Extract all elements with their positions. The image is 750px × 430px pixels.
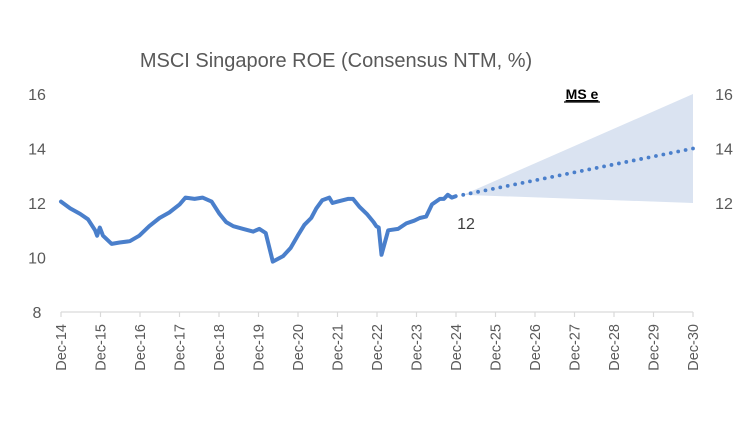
y-tick-right-label: 12 bbox=[715, 196, 733, 213]
annotation-last-value: 12 bbox=[457, 216, 475, 233]
x-tick-label: Dec-19 bbox=[252, 324, 268, 371]
forecast-dot bbox=[587, 167, 592, 172]
forecast-band bbox=[463, 94, 693, 203]
y-tick-left-label: 10 bbox=[28, 251, 46, 268]
y-tick-right-label: 14 bbox=[715, 142, 733, 159]
forecast-dot bbox=[676, 149, 681, 154]
forecast-dot bbox=[520, 180, 525, 185]
forecast-dot bbox=[572, 170, 577, 175]
x-tick-label: Dec-16 bbox=[133, 324, 149, 371]
y-axis-left: 8 10 12 14 16 bbox=[28, 87, 46, 322]
forecast-dot bbox=[542, 176, 547, 181]
x-tick-label: Dec-28 bbox=[607, 324, 623, 371]
forecast-dot bbox=[476, 189, 480, 194]
forecast-dot bbox=[661, 152, 666, 157]
forecast-dot bbox=[691, 146, 695, 151]
x-tick-label: Dec-30 bbox=[686, 324, 702, 371]
x-tick-label: Dec-14 bbox=[54, 324, 70, 371]
x-tick-label: Dec-20 bbox=[291, 324, 307, 371]
forecast-dot bbox=[631, 158, 636, 163]
forecast-dot bbox=[505, 183, 510, 188]
x-tick-label: Dec-25 bbox=[489, 324, 505, 371]
forecast-dot bbox=[498, 185, 503, 190]
forecast-dot bbox=[602, 164, 606, 169]
forecast-dot bbox=[668, 151, 673, 155]
forecast-dot bbox=[616, 161, 621, 166]
x-tick-label: Dec-26 bbox=[528, 324, 544, 371]
forecast-dot bbox=[535, 177, 540, 182]
forecast-dot bbox=[513, 182, 518, 187]
forecast-dot bbox=[646, 155, 651, 160]
forecast-dot bbox=[579, 169, 584, 173]
x-tick-label: Dec-29 bbox=[647, 324, 663, 371]
y-axis-right: 12 14 16 bbox=[715, 87, 733, 213]
forecast-dot bbox=[609, 163, 614, 167]
series-actual-line bbox=[59, 192, 458, 264]
x-tick-label: Dec-21 bbox=[331, 324, 347, 371]
forecast-dot bbox=[624, 160, 629, 164]
x-tick-label: Dec-18 bbox=[212, 324, 228, 371]
series-forecast-line bbox=[461, 146, 695, 197]
x-tick-label: Dec-23 bbox=[410, 324, 426, 371]
forecast-dot bbox=[565, 172, 569, 176]
forecast-dot bbox=[468, 191, 473, 196]
x-tick-label: Dec-22 bbox=[370, 324, 386, 371]
forecast-dot bbox=[483, 188, 488, 193]
y-tick-left-label: 14 bbox=[28, 142, 46, 159]
x-tick-label: Dec-27 bbox=[568, 324, 584, 371]
annotation-ms-estimate: MS e bbox=[566, 86, 599, 102]
forecast-dot bbox=[528, 179, 532, 184]
chart-title: MSCI Singapore ROE (Consensus NTM, %) bbox=[140, 50, 532, 72]
forecast-dot bbox=[557, 173, 562, 178]
forecast-dot bbox=[683, 148, 688, 152]
x-axis: Dec-14 Dec-15 Dec-16 Dec-17 Dec-18 Dec-19 Dec-… bbox=[54, 312, 702, 371]
y-tick-right-label: 16 bbox=[715, 87, 733, 104]
x-tick-label: Dec-24 bbox=[449, 324, 465, 371]
y-tick-left-label: 12 bbox=[28, 196, 46, 213]
y-tick-left-label: 16 bbox=[28, 87, 46, 104]
forecast-dot bbox=[461, 192, 466, 197]
forecast-dot bbox=[639, 157, 644, 161]
x-tick-label: Dec-17 bbox=[173, 324, 189, 371]
forecast-dot bbox=[594, 166, 599, 170]
forecast-dot bbox=[654, 154, 658, 158]
forecast-dot bbox=[490, 186, 495, 191]
x-tick-label: Dec-15 bbox=[94, 324, 110, 371]
y-tick-left-label: 8 bbox=[33, 305, 42, 322]
forecast-dot bbox=[550, 174, 555, 179]
